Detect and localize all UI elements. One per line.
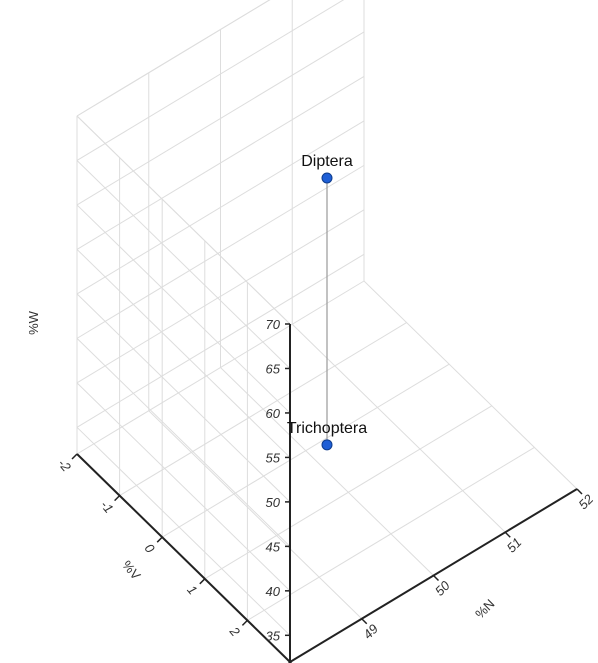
point-label: Diptera — [301, 153, 353, 170]
x-tick-label: 52 — [575, 491, 596, 512]
grid-line — [76, 209, 365, 384]
grid-line — [76, 338, 291, 547]
grid-line — [76, 204, 291, 414]
y-tick — [199, 578, 206, 585]
grid-line — [76, 293, 291, 503]
grid-line — [76, 253, 365, 428]
v-axis-title: %V — [119, 558, 144, 583]
x-tick — [576, 488, 583, 495]
grid-line — [76, 31, 365, 206]
grid-line — [76, 0, 345, 161]
grid-line — [76, 120, 365, 295]
grid-line — [76, 164, 365, 339]
v-axis-line — [76, 453, 291, 663]
grid-line — [76, 0, 271, 117]
grid-line — [76, 280, 365, 455]
x-tick-label: 50 — [432, 577, 453, 598]
x-tick — [361, 618, 368, 625]
grid-lines — [76, 0, 578, 663]
grid-line — [76, 382, 291, 592]
z-tick-label: 40 — [266, 584, 281, 599]
n-axis-title: %N — [472, 596, 497, 621]
x-tick-label: 51 — [504, 535, 525, 556]
grid-line — [204, 405, 493, 580]
grid-line — [247, 446, 535, 621]
data-point — [321, 172, 333, 184]
y-tick — [241, 619, 248, 626]
y-tick — [156, 536, 163, 543]
grid-line — [119, 322, 407, 497]
y-tick — [71, 453, 78, 460]
grid-line — [76, 249, 291, 458]
z-tick-label: 70 — [266, 317, 281, 332]
x-tick-label: 49 — [360, 621, 381, 642]
point-label: Trichoptera — [287, 420, 367, 437]
grid-line — [291, 323, 506, 533]
z-tick-label: 45 — [266, 539, 281, 554]
y-tick-label: 2 — [226, 623, 243, 640]
grid-line — [161, 363, 450, 538]
y-tick-label: 1 — [184, 582, 200, 597]
y-tick-label: 0 — [142, 541, 159, 557]
y-tick-label: -2 — [55, 456, 74, 475]
data-point — [321, 439, 333, 451]
grid-line — [76, 160, 291, 369]
z-tick-label: 60 — [266, 406, 281, 421]
y-tick-label: -1 — [98, 497, 117, 515]
grid-line — [220, 367, 434, 576]
grid-line — [76, 115, 291, 325]
grid-line — [76, 426, 291, 636]
grid-line — [76, 75, 365, 250]
z-tick-label: 35 — [266, 628, 281, 643]
y-tick — [114, 495, 121, 502]
w-axis-title: %W — [26, 310, 41, 335]
grid-line — [148, 410, 363, 620]
x-tick — [432, 574, 440, 582]
z-tick-label: 65 — [266, 361, 281, 376]
data-marks: Diptera Trichoptera — [287, 153, 367, 451]
grid-line — [363, 280, 578, 490]
z-tick-label: 55 — [266, 450, 281, 465]
x-tick — [504, 531, 511, 538]
z-tick-label: 50 — [266, 495, 281, 510]
